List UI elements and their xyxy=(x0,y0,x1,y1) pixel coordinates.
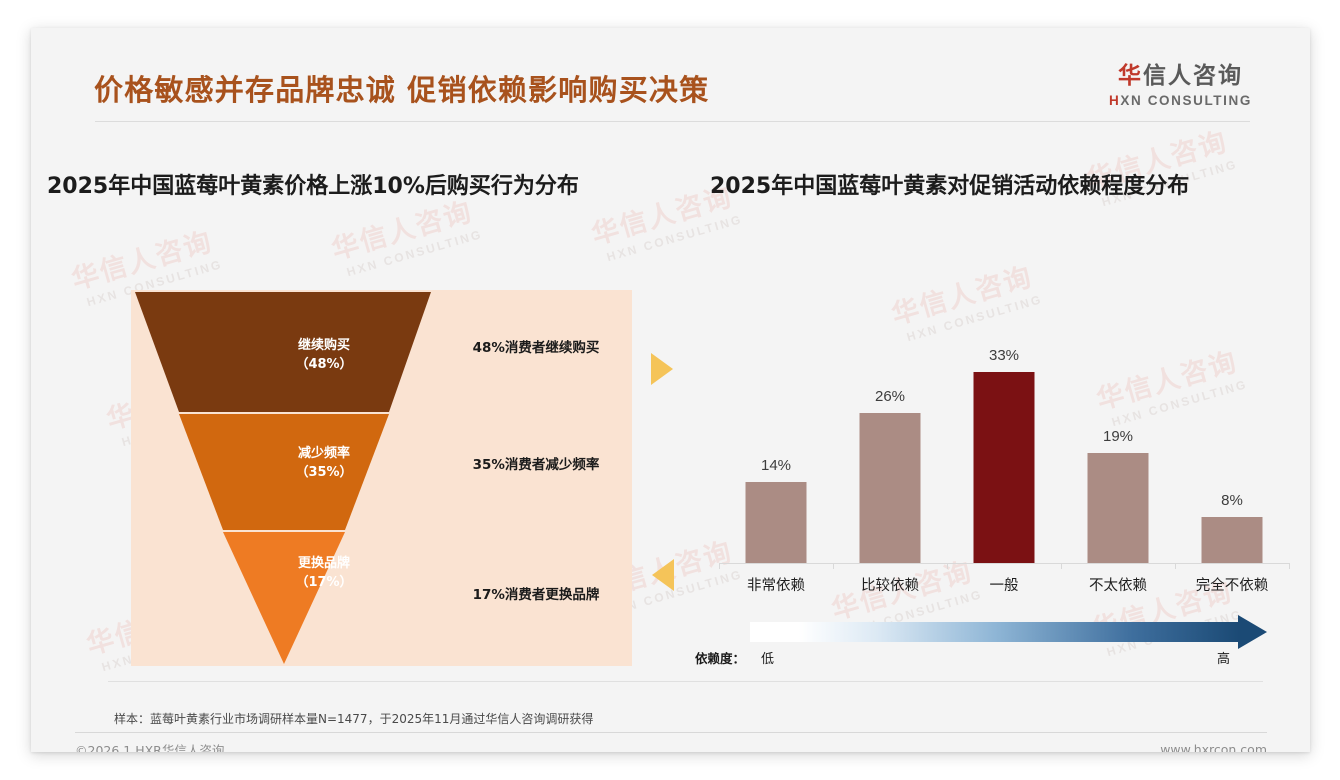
watermark-en: HXN CONSULTING xyxy=(345,227,485,280)
slide-card: 华信人咨询 HXN CONSULTING 华信人咨询 HXN CONSULTIN… xyxy=(31,28,1310,752)
funnel-annotation-0: 48%消费者继续购买 xyxy=(472,340,600,356)
brand-cn-rest: 信人咨询 xyxy=(1143,63,1243,89)
bar-column[interactable]: 8% xyxy=(1175,313,1289,563)
funnel-stage-2-shape xyxy=(223,532,345,664)
bar-value-label: 26% xyxy=(874,388,906,405)
bar-category-label: 完全不依赖 xyxy=(1195,578,1269,594)
triangle-left-icon xyxy=(652,559,674,591)
slide-header: 价格敏感并存品牌忠诚 促销依赖影响购买决策 华信人咨询 HXN CONSULTI… xyxy=(31,28,1310,124)
bar-category-label: 一般 xyxy=(989,578,1019,594)
brand-en-accent: H xyxy=(1109,93,1121,108)
left-chart-title: 2025年中国蓝莓叶黄素价格上涨10%后购买行为分布 xyxy=(47,174,579,199)
brand-name-en: HXN CONSULTING xyxy=(1093,93,1268,108)
bar-value-label: 33% xyxy=(988,347,1020,364)
watermark-en: HXN CONSULTING xyxy=(605,212,745,265)
bar-非常依赖[interactable] xyxy=(745,482,807,563)
funnel-stage-1-shape xyxy=(179,414,389,530)
bar-一般[interactable] xyxy=(973,372,1035,563)
brand-cn-accent: 华 xyxy=(1118,63,1143,89)
axis-tick xyxy=(1175,563,1176,569)
footnote-divider xyxy=(108,681,1263,682)
bar-chart-axis-line xyxy=(719,563,1289,564)
axis-tick xyxy=(1289,563,1290,569)
funnel-stage-0-shape xyxy=(135,292,431,412)
funnel-stage-1-label: 减少频率 （35%） xyxy=(295,446,353,480)
funnel-stage-2-label: 更换品牌 （17%） xyxy=(295,556,353,590)
axis-tick xyxy=(719,563,720,569)
dependency-gradient-legend: 依赖度： 低 高 xyxy=(695,615,1289,678)
bar-plot-area: 14% 26% 33% 19% 8% xyxy=(719,313,1289,563)
footnote-text: 样本：蓝莓叶黄素行业市场调研样本量N=1477，于2025年11月通过华信人咨询… xyxy=(114,712,594,726)
bar-不太依赖[interactable] xyxy=(1087,453,1149,563)
page-title: 价格敏感并存品牌忠诚 促销依赖影响购买决策 xyxy=(94,73,710,107)
header-divider xyxy=(95,121,1250,122)
footer-divider xyxy=(75,732,1267,733)
axis-tick xyxy=(947,563,948,569)
bar-category-label: 非常依赖 xyxy=(747,578,805,594)
axis-tick xyxy=(1061,563,1062,569)
gradient-arrow-head-icon xyxy=(1238,615,1267,649)
bar-column[interactable]: 26% xyxy=(833,313,947,563)
right-chart-title: 2025年中国蓝莓叶黄素对促销活动依赖程度分布 xyxy=(710,174,1190,199)
bar-比较依赖[interactable] xyxy=(859,413,921,563)
brand-logo: 华信人咨询 HXN CONSULTING xyxy=(1093,56,1268,108)
legend-high-label: 高 xyxy=(1217,652,1231,667)
funnel-svg xyxy=(131,290,632,666)
slide-footer: ©2026.1 HXR华信人咨询 www.hxrcon.com xyxy=(75,740,1267,752)
axis-tick xyxy=(833,563,834,569)
funnel-annotation-1: 35%消费者减少频率 xyxy=(472,457,600,473)
bar-value-label: 19% xyxy=(1102,428,1134,445)
brand-en-rest: XN CONSULTING xyxy=(1120,93,1252,108)
footer-url[interactable]: www.hxrcon.com xyxy=(1160,742,1267,752)
legend-low-label: 低 xyxy=(761,652,775,667)
funnel-annotation-2: 17%消费者更换品牌 xyxy=(472,587,600,603)
brand-name-cn: 华信人咨询 xyxy=(1093,56,1268,90)
bar-完全不依赖[interactable] xyxy=(1201,517,1263,563)
funnel-stage-0-label: 继续购买 （48%） xyxy=(295,338,353,372)
watermark-cn: 华信人咨询 xyxy=(328,196,477,266)
gradient-bar xyxy=(750,622,1239,642)
bar-value-label: 8% xyxy=(1221,492,1243,509)
legend-key-label: 依赖度： xyxy=(695,651,746,666)
footer-copyright: ©2026.1 HXR华信人咨询 xyxy=(75,743,225,752)
funnel-chart: 继续购买 （48%） 减少频率 （35%） 更换品牌 （17%） 48%消费者继续购买… xyxy=(131,290,632,666)
triangle-right-icon xyxy=(651,353,673,385)
bar-category-label: 不太依赖 xyxy=(1089,578,1147,594)
bar-value-label: 14% xyxy=(760,457,792,474)
bar-category-label: 比较依赖 xyxy=(861,578,919,594)
watermark-cn: 华信人咨询 xyxy=(68,226,217,296)
bar-column[interactable]: 19% xyxy=(1061,313,1175,563)
bar-column[interactable]: 14% xyxy=(719,313,833,563)
bar-column[interactable]: 33% xyxy=(947,313,1061,563)
dependency-bar-chart: 14% 26% 33% 19% 8% 非常依赖 比较依赖 一般 不太依赖 完全不依赖 xyxy=(719,313,1290,603)
